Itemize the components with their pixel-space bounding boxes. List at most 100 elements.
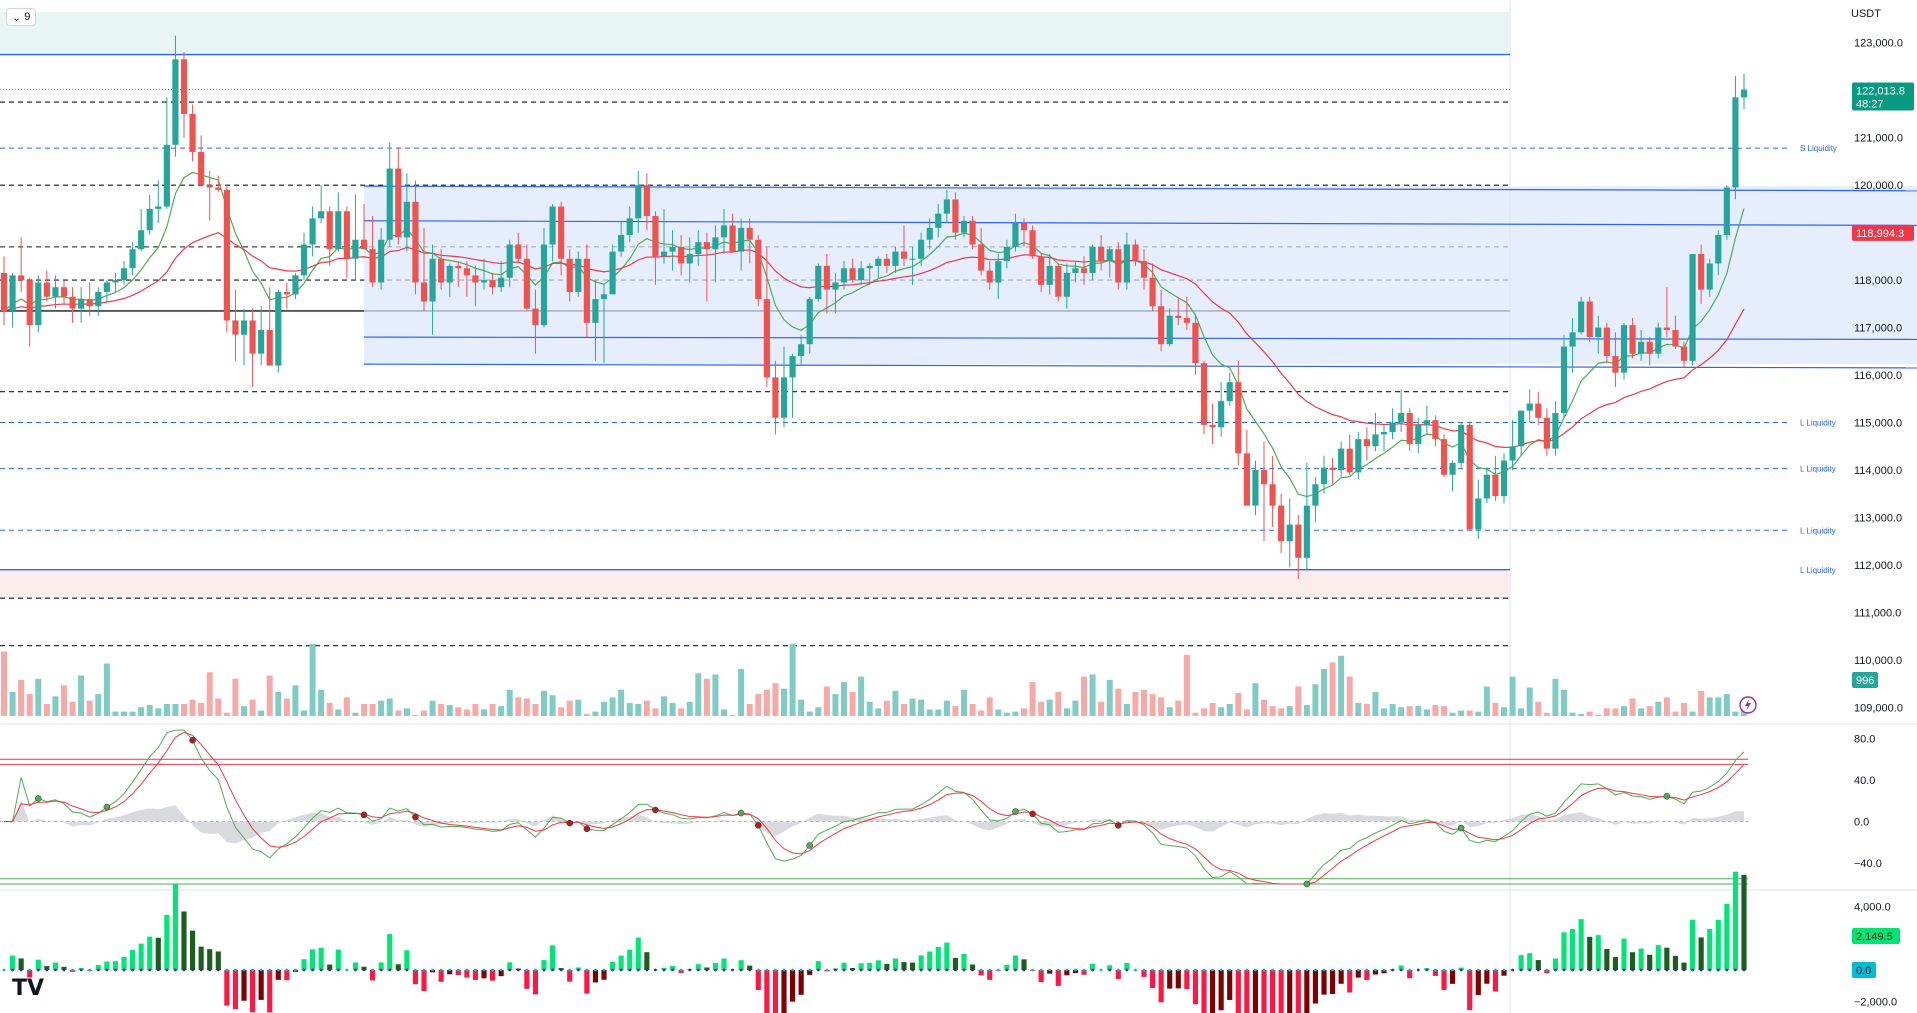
momentum-zero-dot xyxy=(156,968,160,972)
candle-body xyxy=(892,251,899,266)
momentum-bar xyxy=(1630,952,1636,970)
candle-body xyxy=(883,258,890,266)
momentum-bar xyxy=(10,955,16,970)
candle-body xyxy=(1226,382,1233,402)
momentum-zero-dot xyxy=(354,968,357,972)
cross-dot xyxy=(652,806,659,814)
momentum-bar xyxy=(1338,970,1344,984)
momentum-zero-dot xyxy=(1348,968,1352,972)
volume-bar xyxy=(772,683,779,716)
momentum-zero-dot xyxy=(1176,968,1180,972)
candle-body xyxy=(112,280,119,283)
candle-body xyxy=(1012,223,1019,247)
momentum-bar xyxy=(1038,970,1044,983)
candle-body xyxy=(840,268,848,283)
candle-body xyxy=(1440,439,1448,475)
momentum-zero-dot xyxy=(1314,968,1317,972)
candle-body xyxy=(540,244,548,326)
volume-bar xyxy=(421,710,427,716)
volume-bar xyxy=(549,695,556,716)
momentum-zero-dot xyxy=(542,968,546,972)
momentum-bar xyxy=(970,964,976,970)
momentum-bar xyxy=(1544,970,1550,974)
momentum-zero-dot xyxy=(1288,968,1292,972)
volume-bar xyxy=(1235,693,1242,716)
momentum-zero-dot xyxy=(1391,968,1394,972)
volume-bar xyxy=(283,698,290,716)
momentum-zero-dot xyxy=(131,968,134,972)
candle-body xyxy=(789,356,796,378)
volume-bar xyxy=(1646,706,1653,716)
momentum-zero-dot xyxy=(1159,968,1163,972)
interval-button[interactable]: ⌄ 9 xyxy=(6,8,37,26)
candle-body xyxy=(1689,253,1696,361)
momentum-bar xyxy=(1518,955,1524,970)
momentum-bar xyxy=(387,934,393,970)
cross-dot xyxy=(1115,822,1122,829)
cross-dot xyxy=(1029,810,1036,818)
momentum-bar xyxy=(1381,970,1387,974)
momentum-bar xyxy=(335,949,341,970)
oscillator-tick: −40.0 xyxy=(1854,858,1882,870)
candle-body xyxy=(1312,484,1319,506)
volume-bar xyxy=(541,690,547,716)
price-axis[interactable]: 123,000.0122,000.0121,000.0120,000.0119,… xyxy=(1854,38,1903,1009)
candle-body xyxy=(52,287,59,297)
volume-bar xyxy=(172,703,179,716)
momentum-bar xyxy=(592,970,598,983)
candle-body xyxy=(1286,524,1293,542)
momentum-zero-dot xyxy=(1056,968,1060,972)
momentum-zero-dot xyxy=(174,968,177,972)
momentum-bar xyxy=(867,962,873,970)
candle-body xyxy=(275,291,282,366)
momentum-bar xyxy=(121,956,127,970)
candle-body xyxy=(900,251,908,259)
momentum-bar xyxy=(215,951,221,970)
volume-bar xyxy=(412,714,419,716)
cross-dot xyxy=(806,842,813,849)
momentum-bar xyxy=(524,970,530,989)
volume-bar xyxy=(1543,712,1550,716)
volume-bar xyxy=(61,685,67,716)
momentum-zero-dot xyxy=(1048,968,1052,972)
volume-bar xyxy=(1123,703,1130,716)
candle-body xyxy=(180,59,188,114)
momentum-bar xyxy=(507,962,513,970)
cross-dot xyxy=(1303,880,1311,888)
momentum-zero-dot xyxy=(945,968,949,972)
momentum-bar xyxy=(284,970,290,981)
momentum-zero-dot xyxy=(585,968,589,972)
momentum-bar xyxy=(1270,970,1276,1013)
momentum-zero-dot xyxy=(1605,968,1609,972)
currency-label[interactable]: USDT xyxy=(1851,8,1881,20)
momentum-zero-dot xyxy=(499,968,503,972)
volume-bar xyxy=(635,703,642,716)
momentum-zero-dot xyxy=(311,968,314,972)
momentum-bar xyxy=(1570,929,1576,970)
momentum-bar xyxy=(138,943,144,970)
momentum-zero-dot xyxy=(1545,968,1549,972)
momentum-bar xyxy=(1124,963,1130,970)
momentum-zero-dot xyxy=(199,968,203,972)
volume-bar xyxy=(1389,703,1396,716)
momentum-bar xyxy=(772,970,778,1013)
momentum-zero-dot xyxy=(1639,968,1643,972)
cross-dot xyxy=(412,813,419,821)
candle-body xyxy=(9,275,16,311)
candle-body xyxy=(1046,265,1053,285)
candle-body xyxy=(1698,253,1705,290)
volume-bar xyxy=(395,710,402,716)
candle-body xyxy=(1089,246,1096,273)
tradingview-logo[interactable]: TV xyxy=(12,976,44,1001)
supply-zone xyxy=(0,11,1510,55)
volume-bar xyxy=(326,702,333,716)
momentum-zero-dot xyxy=(28,968,32,972)
candle-body xyxy=(943,199,950,214)
momentum-zero-dot xyxy=(1125,968,1129,972)
volume-bar xyxy=(121,711,127,716)
momentum-bar xyxy=(1681,962,1687,970)
volume-bar xyxy=(798,699,805,716)
momentum-bar xyxy=(1604,948,1610,970)
momentum-bar xyxy=(1741,874,1747,970)
